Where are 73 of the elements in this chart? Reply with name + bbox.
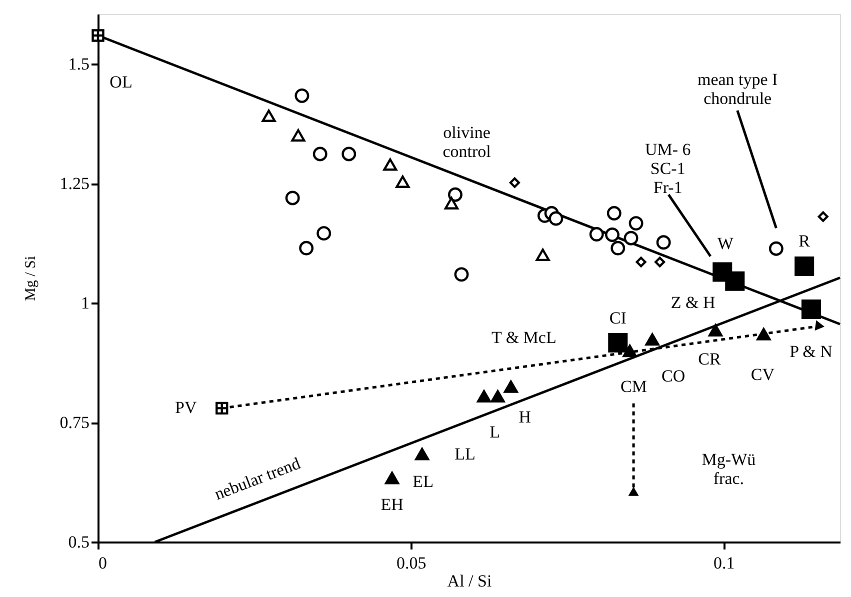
point (794, 256, 814, 276)
point (645, 333, 660, 346)
point (477, 390, 492, 402)
annotation: CR (698, 349, 722, 368)
point (654, 256, 666, 268)
annotation: CM (620, 376, 648, 396)
x-tick-label: 0.1 (714, 554, 735, 572)
point (725, 271, 745, 291)
point (504, 380, 518, 393)
annotation: L (490, 422, 500, 442)
point (415, 448, 430, 460)
point (756, 328, 771, 340)
point (299, 240, 314, 256)
x-tick-label: 0 (98, 554, 107, 572)
point (342, 146, 356, 162)
y-tick-label: 0.75 (60, 413, 90, 432)
x-tick-label: 0.05 (396, 554, 426, 572)
point (768, 241, 784, 256)
point (589, 227, 604, 242)
point (385, 472, 400, 484)
annotation: CO (662, 366, 686, 386)
annotation: Z & H (670, 292, 716, 312)
annotation: EL (412, 472, 434, 492)
annotation: LL (454, 444, 476, 464)
point (624, 230, 638, 246)
annotation: mean type I chondrule (697, 70, 778, 108)
point (444, 196, 458, 210)
annotation: CV (750, 365, 776, 384)
annotation: T & McL (491, 328, 556, 348)
annotation: P & N (790, 342, 832, 362)
point (294, 88, 310, 103)
point (628, 216, 644, 230)
annotation: OL (110, 72, 132, 92)
point (605, 228, 620, 242)
annotation: olivine control (442, 122, 492, 161)
point (801, 300, 821, 320)
y-tick-label: 0.5 (68, 532, 90, 552)
x-axis-title: Al / Si (447, 572, 492, 590)
annotation: Mg-Wü frac. (702, 450, 756, 488)
point (636, 256, 646, 268)
y-tick-label: 1.25 (60, 174, 90, 194)
point (708, 324, 723, 337)
point (818, 211, 828, 222)
point (509, 177, 520, 188)
annotation: CI (609, 308, 627, 328)
annotation: nebular trend (212, 454, 304, 504)
point (610, 240, 626, 256)
point (656, 235, 671, 250)
y-tick-label: 1 (81, 294, 90, 313)
annotation: PV (175, 398, 198, 418)
point (608, 332, 628, 353)
point (622, 344, 637, 358)
point (536, 248, 550, 262)
point (490, 390, 505, 402)
point (262, 110, 276, 122)
y-axis-title: Mg / Si (22, 256, 39, 302)
point (606, 206, 622, 220)
point (291, 129, 306, 142)
point (454, 267, 469, 282)
point (312, 146, 328, 162)
point (396, 175, 410, 188)
point (383, 158, 398, 171)
annotation: UM- 6 SC-1 Fr-1 (644, 140, 691, 198)
point (316, 226, 332, 241)
annotation: W (717, 234, 734, 254)
annotation: H (518, 408, 532, 427)
point (448, 187, 462, 202)
annotation: EH (380, 494, 404, 514)
point (548, 211, 564, 226)
point (285, 190, 300, 206)
annotation: R (798, 231, 811, 250)
point (92, 29, 104, 42)
y-tick-label: 1.5 (68, 54, 90, 74)
